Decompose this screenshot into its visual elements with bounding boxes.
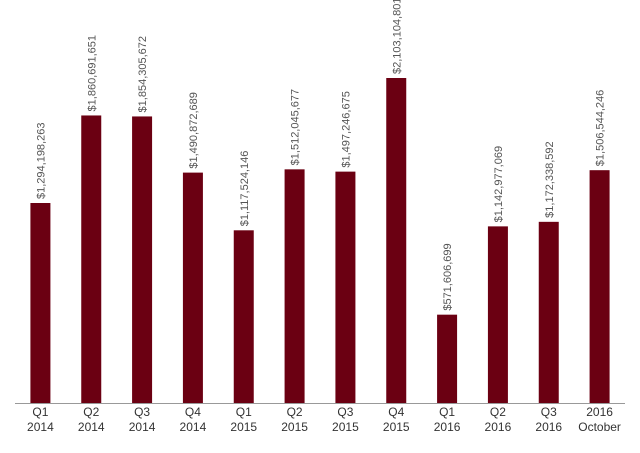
bar (538, 221, 559, 403)
bar (30, 203, 51, 403)
x-tick-label: Q1 2016 (433, 405, 461, 434)
bar (284, 169, 305, 403)
x-tick-label: Q3 2016 (535, 405, 563, 434)
value-label: $1,512,045,677 (290, 89, 302, 165)
value-label: $571,606,699 (442, 243, 454, 310)
value-label: $1,497,246,675 (340, 91, 352, 167)
x-tick-label: Q1 2014 (27, 405, 54, 434)
bar (233, 230, 254, 403)
x-tick-label: Q2 2015 (281, 405, 308, 434)
value-label: $1,142,977,069 (493, 146, 505, 222)
x-tick-label: Q4 2015 (382, 405, 410, 434)
x-tick-label: Q3 2015 (332, 405, 359, 434)
bar (132, 116, 153, 403)
value-label: $1,854,305,672 (137, 36, 149, 112)
x-tick-label: Q2 2016 (484, 405, 512, 434)
bar (386, 78, 407, 403)
bar (589, 170, 610, 403)
x-tick-label: Q1 2015 (230, 405, 258, 434)
value-label: $1,490,872,689 (188, 92, 200, 168)
bar (335, 171, 356, 403)
x-tick-label: Q3 2014 (128, 405, 156, 434)
bar (81, 115, 102, 403)
value-label: $1,117,524,146 (239, 151, 251, 227)
x-tick-label: 2016 October (578, 405, 621, 434)
bar (487, 226, 508, 403)
value-label: $1,860,691,651 (86, 35, 98, 111)
value-label: $1,172,338,592 (544, 141, 556, 217)
x-tick-label: Q4 2014 (179, 405, 207, 434)
value-label: $2,103,104,801 (391, 0, 403, 74)
bar (182, 172, 203, 403)
value-label: $1,294,198,263 (35, 123, 47, 199)
bar (437, 314, 458, 403)
x-tick-label: Q2 2014 (77, 405, 105, 434)
value-label: $1,506,544,246 (595, 90, 607, 166)
